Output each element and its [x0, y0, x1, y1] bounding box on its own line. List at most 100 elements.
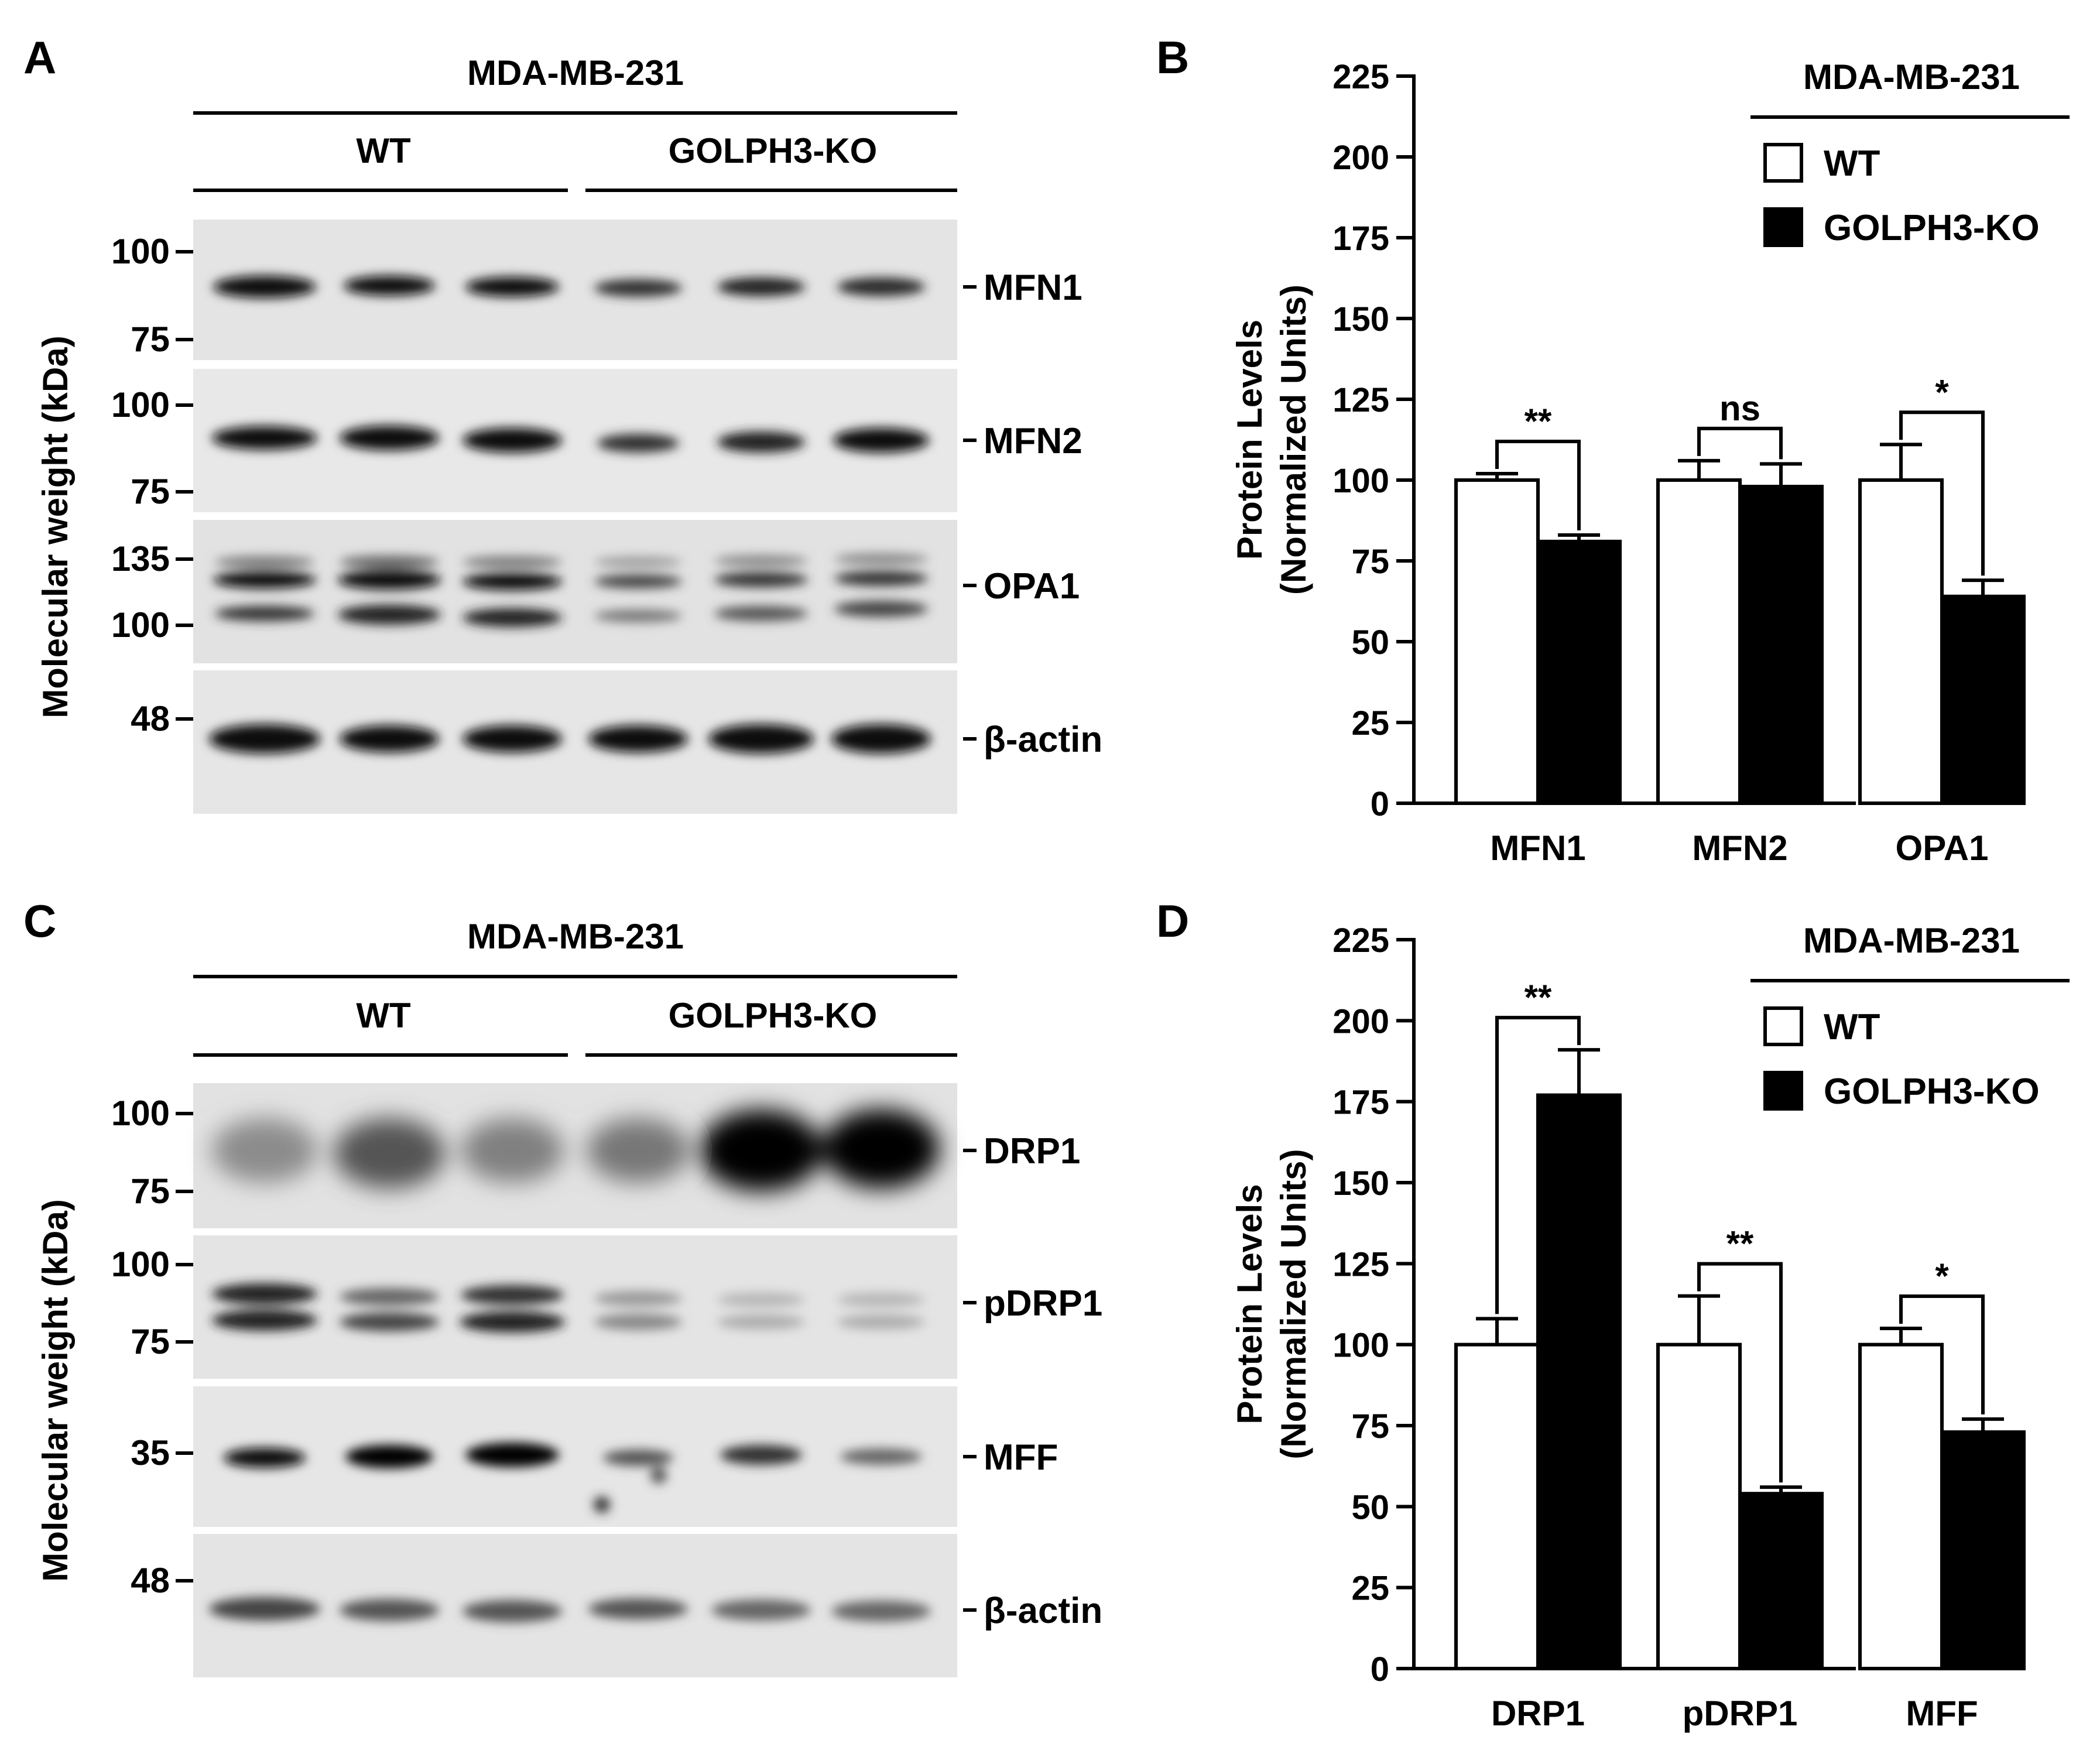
band — [717, 1293, 805, 1307]
panel-label-c: C — [23, 895, 56, 947]
bar — [1940, 1430, 2026, 1670]
band — [340, 426, 439, 450]
y-axis-label: Protein Levels — [1230, 320, 1269, 560]
band — [209, 724, 320, 753]
y-tick-label: 75 — [1351, 1407, 1389, 1446]
band — [603, 1450, 673, 1466]
blot-strip-mfn1 — [193, 220, 957, 360]
bar — [1858, 1342, 1944, 1671]
blot-spot — [594, 1496, 610, 1513]
significance-marker: ** — [1525, 402, 1552, 441]
y-tick-label: 200 — [1332, 139, 1389, 177]
bar — [1536, 1093, 1622, 1670]
band — [340, 725, 439, 752]
band — [334, 1118, 445, 1188]
marker-label: 75 — [131, 1172, 170, 1211]
significance-bracket — [1495, 439, 1581, 530]
band — [837, 1293, 925, 1307]
band — [338, 605, 441, 625]
significance-marker: * — [1935, 1256, 1949, 1296]
band — [717, 278, 805, 296]
band — [834, 553, 928, 565]
y-tick-label: 25 — [1351, 704, 1389, 742]
blot-bottom-ylabel: Molecular weight (kDa) — [36, 1199, 75, 1581]
panel-label-d: D — [1156, 895, 1189, 947]
y-tick-label: 100 — [1332, 462, 1389, 500]
legend-swatch — [1763, 1071, 1803, 1111]
significance-bracket — [1899, 1294, 1985, 1414]
x-tick-label: MFF — [1906, 1694, 1978, 1733]
bar — [1940, 594, 2026, 805]
band — [594, 1314, 682, 1330]
band — [461, 1118, 564, 1183]
significance-bracket — [1697, 1262, 1783, 1483]
band — [720, 1445, 802, 1465]
band — [837, 278, 925, 296]
band — [213, 276, 316, 298]
band — [834, 601, 928, 617]
band — [340, 1599, 439, 1621]
significance-bracket — [1899, 410, 1985, 576]
y-tick-label: 150 — [1332, 300, 1389, 338]
band — [594, 609, 682, 622]
band — [831, 1601, 931, 1622]
blot-strip-pdrp1 — [193, 1235, 957, 1379]
y-axis-label-units: (Normalized Units) — [1274, 1149, 1313, 1459]
blot-strip-actin-top — [193, 670, 957, 814]
band — [714, 606, 808, 621]
significance-marker: ** — [1525, 978, 1552, 1017]
legend-swatch — [1763, 143, 1803, 183]
marker-label: 135 — [111, 539, 170, 578]
band — [463, 556, 562, 568]
marker-label: 75 — [131, 1322, 170, 1361]
panel-label-a: A — [23, 32, 56, 83]
y-tick-label: 175 — [1332, 1084, 1389, 1122]
y-axis-label-units: (Normalized Units) — [1274, 285, 1313, 595]
legend-label: WT — [1824, 143, 1880, 184]
significance-marker: * — [1935, 372, 1949, 412]
blot-top-group-ko: GOLPH3-KO — [669, 131, 878, 170]
significance-bracket — [1495, 1016, 1581, 1314]
protein-label-mfn1: MFN1 — [984, 268, 1082, 308]
marker-label: 100 — [111, 605, 170, 645]
band — [465, 1443, 559, 1467]
protein-label-opa1: OPA1 — [984, 566, 1080, 607]
y-tick-label: 75 — [1351, 543, 1389, 581]
bar — [1738, 485, 1824, 805]
blot-bottom-group-wt: WT — [356, 996, 410, 1035]
band — [345, 1445, 433, 1468]
band — [340, 1313, 439, 1331]
band — [717, 1315, 805, 1329]
band — [215, 556, 314, 568]
legend-swatch — [1763, 1006, 1803, 1046]
bar — [1656, 478, 1742, 805]
bar — [1858, 478, 1944, 805]
y-tick-label: 0 — [1371, 1650, 1389, 1688]
blot-strip-mfn2 — [193, 369, 957, 512]
western-blot-top: MDA-MB-231 WT GOLPH3-KO Molecular weight… — [36, 53, 1102, 814]
y-tick-label: 225 — [1332, 58, 1389, 96]
x-tick-label: OPA1 — [1896, 828, 1989, 868]
band — [212, 1283, 317, 1304]
marker-label: 100 — [111, 232, 170, 271]
band — [588, 725, 688, 752]
band — [708, 724, 814, 753]
band — [587, 1118, 690, 1183]
blot-top-cell-line: MDA-MB-231 — [467, 53, 684, 93]
band — [338, 570, 441, 590]
band — [340, 1288, 439, 1306]
legend-label: GOLPH3-KO — [1824, 208, 2040, 248]
y-tick-label: 125 — [1332, 381, 1389, 419]
blot-bottom-cell-line: MDA-MB-231 — [467, 917, 684, 956]
band — [714, 572, 808, 587]
protein-label-mff: MFF — [984, 1437, 1058, 1478]
protein-label-drp1: DRP1 — [984, 1131, 1080, 1172]
x-tick-label: pDRP1 — [1683, 1694, 1798, 1733]
protein-label-pdrp1: pDRP1 — [984, 1283, 1102, 1324]
y-tick-label: 0 — [1371, 785, 1389, 823]
band — [823, 1109, 940, 1188]
y-tick-label: 150 — [1332, 1164, 1389, 1203]
band — [840, 1448, 922, 1465]
legend-label: GOLPH3-KO — [1824, 1071, 2040, 1112]
